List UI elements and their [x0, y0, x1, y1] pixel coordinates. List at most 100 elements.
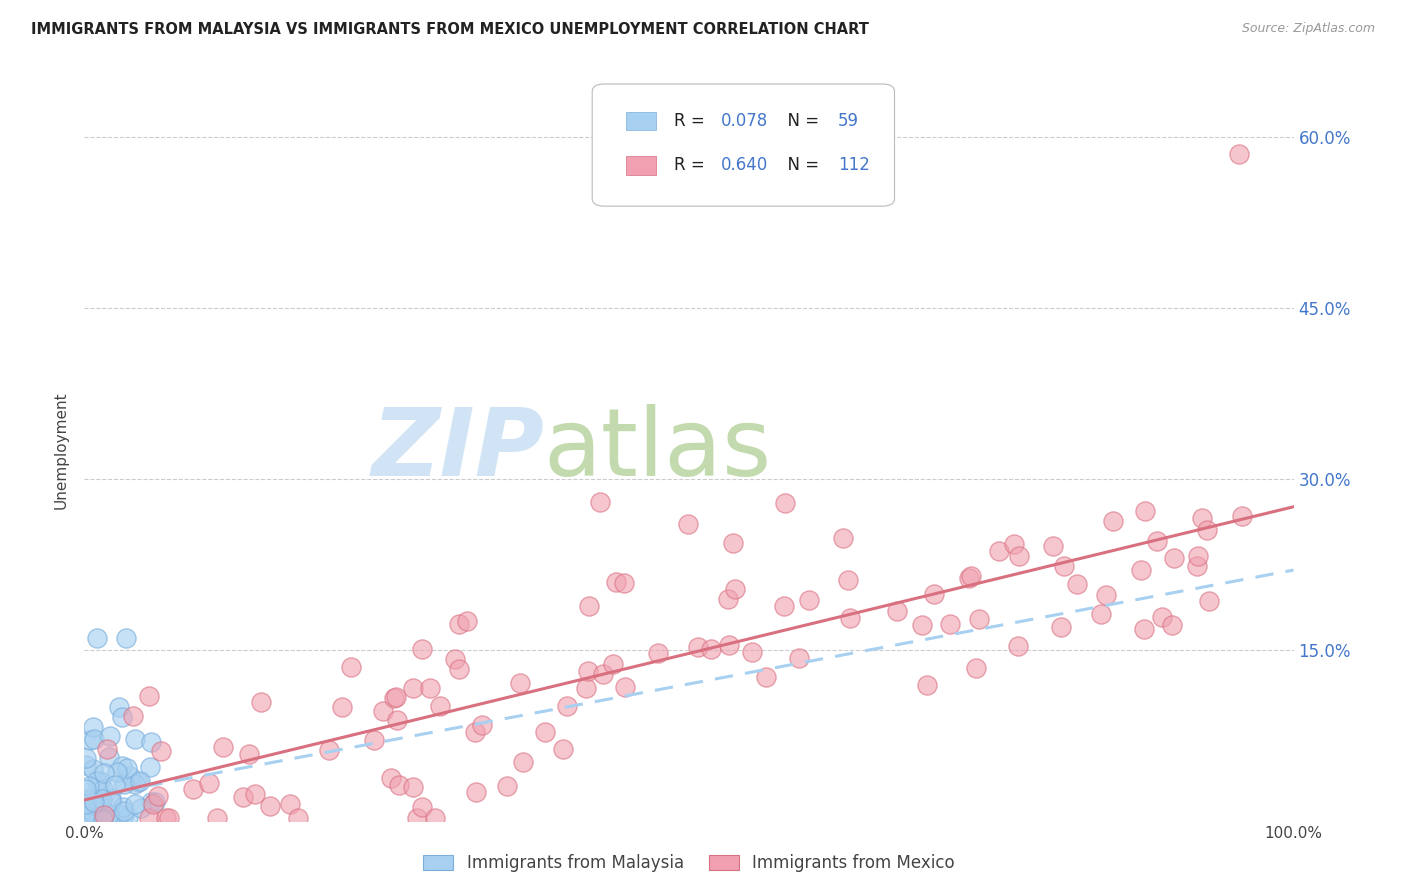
Point: [419, 681, 441, 696]
Point: [915, 678, 938, 692]
Point: [94, 805, 117, 820]
Point: [464, 785, 486, 799]
Point: [83, 796, 105, 810]
Point: [100, 794, 122, 808]
Text: 112: 112: [838, 156, 869, 175]
Point: [1090, 607, 1112, 621]
Point: [960, 569, 983, 583]
Point: [575, 681, 598, 695]
Point: [447, 661, 470, 675]
Point: [1042, 539, 1064, 553]
Point: [211, 739, 233, 754]
Point: [723, 536, 745, 550]
Point: [613, 576, 636, 591]
Point: [402, 681, 425, 695]
Point: [1146, 533, 1168, 548]
Point: [108, 808, 131, 822]
Point: [380, 771, 402, 785]
Point: [122, 709, 145, 723]
Point: [340, 659, 363, 673]
Point: [111, 800, 134, 814]
Point: [401, 780, 423, 794]
Point: [557, 699, 579, 714]
Point: [89, 774, 111, 789]
Text: ZIP: ZIP: [371, 404, 544, 497]
Point: [114, 632, 136, 646]
Point: [97, 806, 120, 821]
Point: [104, 778, 127, 792]
Point: [127, 775, 149, 789]
Point: [112, 804, 135, 818]
Point: [93, 808, 115, 822]
Text: R =: R =: [675, 156, 710, 175]
FancyBboxPatch shape: [626, 112, 657, 130]
Point: [411, 800, 433, 814]
Text: atlas: atlas: [544, 404, 772, 497]
Point: [1135, 504, 1157, 518]
Point: [76, 791, 98, 805]
Point: [613, 680, 636, 694]
Point: [82, 762, 104, 776]
Point: [444, 652, 467, 666]
Text: N =: N =: [778, 156, 824, 175]
Point: [588, 494, 610, 508]
Point: [97, 750, 120, 764]
Point: [111, 759, 134, 773]
Point: [75, 781, 97, 796]
Point: [988, 544, 1011, 558]
Point: [1095, 588, 1118, 602]
Point: [107, 700, 129, 714]
Point: [967, 612, 990, 626]
Point: [755, 670, 778, 684]
Point: [1007, 640, 1029, 654]
Point: [647, 646, 669, 660]
Text: 59: 59: [838, 112, 859, 130]
Point: [112, 808, 135, 822]
Point: [197, 776, 219, 790]
Point: [406, 811, 429, 825]
Point: [1129, 563, 1152, 577]
Point: [1053, 559, 1076, 574]
Point: [115, 761, 138, 775]
Point: [139, 760, 162, 774]
Point: [83, 732, 105, 747]
Point: [411, 641, 433, 656]
Point: [385, 690, 408, 704]
Point: [91, 781, 114, 796]
Point: [87, 801, 110, 815]
Point: [787, 651, 810, 665]
Point: [388, 779, 411, 793]
Point: [1185, 558, 1208, 573]
Point: [717, 591, 740, 606]
Text: IMMIGRANTS FROM MALAYSIA VS IMMIGRANTS FROM MEXICO UNEMPLOYMENT CORRELATION CHAR: IMMIGRANTS FROM MALAYSIA VS IMMIGRANTS F…: [31, 22, 869, 37]
Point: [363, 733, 385, 747]
Point: [1163, 551, 1185, 566]
Point: [1191, 511, 1213, 525]
Point: [183, 782, 205, 797]
Point: [250, 695, 273, 709]
Point: [1152, 610, 1174, 624]
Point: [429, 699, 451, 714]
Point: [773, 496, 796, 510]
Point: [699, 642, 721, 657]
Point: [318, 743, 340, 757]
Point: [495, 779, 517, 793]
Point: [797, 593, 820, 607]
Point: [138, 811, 160, 825]
Point: [91, 813, 114, 827]
Point: [839, 611, 862, 625]
Point: [79, 733, 101, 747]
Point: [141, 735, 163, 749]
Point: [509, 676, 531, 690]
Point: [578, 599, 600, 613]
Point: [118, 769, 141, 783]
Point: [82, 806, 104, 821]
Point: [129, 774, 152, 789]
Point: [837, 573, 859, 587]
Point: [425, 811, 447, 825]
Point: [155, 811, 177, 825]
Text: N =: N =: [778, 112, 824, 130]
Point: [75, 758, 97, 772]
Point: [87, 795, 110, 809]
Point: [76, 794, 98, 808]
